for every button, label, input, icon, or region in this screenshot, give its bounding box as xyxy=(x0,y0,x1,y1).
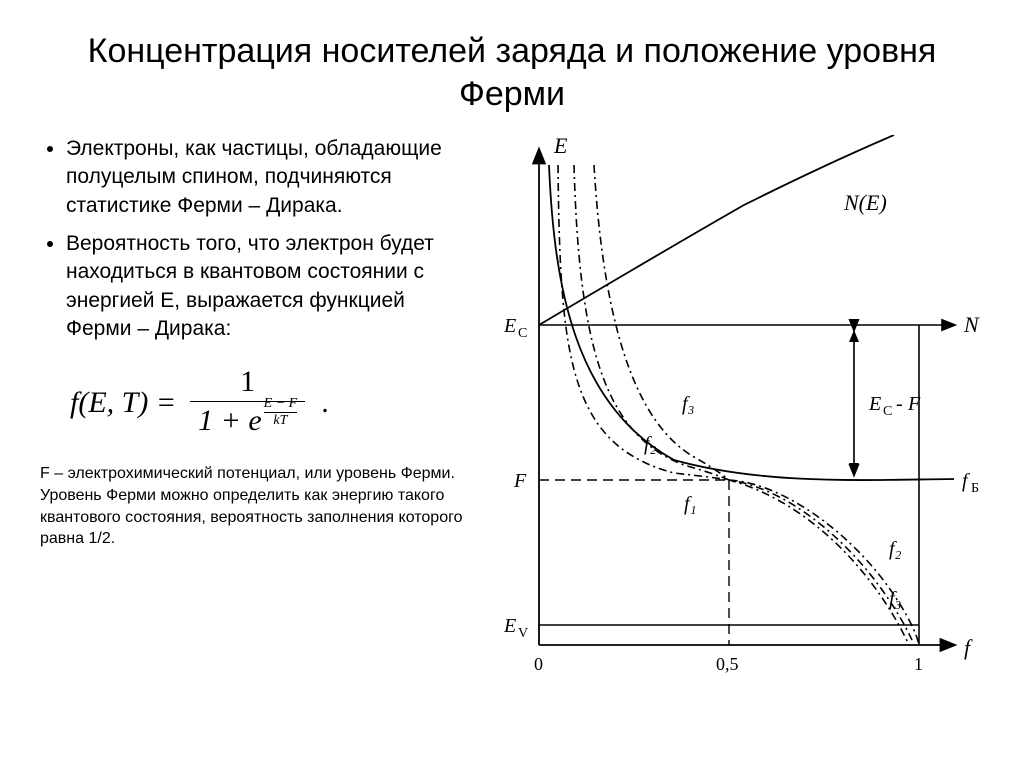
formula-numerator: 1 xyxy=(232,363,263,401)
slide-title: Концентрация носителей заряда и положени… xyxy=(40,30,984,115)
right-column: E f N E C F E V 0 0,5 1 xyxy=(484,135,984,695)
fb-sub: Б xyxy=(971,481,979,496)
ec-sub: C xyxy=(518,326,527,341)
fb-curve xyxy=(549,165,954,480)
formula-lhs: f(E, T) = xyxy=(70,386,176,420)
f-label: F xyxy=(513,470,527,492)
formula-fraction: 1 1 + e E − F kT xyxy=(190,363,305,443)
ec-label: E xyxy=(503,315,516,337)
ecf-f: F xyxy=(907,393,921,415)
ev-label: E xyxy=(503,615,516,637)
bullet-list: Электроны, как частицы, обладающие полуц… xyxy=(40,135,474,343)
columns: Электроны, как частицы, обладающие полуц… xyxy=(40,135,984,695)
x-axis-label: f xyxy=(964,635,973,660)
slide: Концентрация носителей заряда и положени… xyxy=(0,0,1024,767)
f3-curve xyxy=(594,165,909,645)
x-tick-0: 0 xyxy=(534,654,543,674)
f1-label: f₁ xyxy=(684,493,697,515)
ecf-label: E xyxy=(868,393,881,415)
x-tick-05: 0,5 xyxy=(716,654,739,674)
formula-denominator: 1 + e E − F kT xyxy=(190,402,305,443)
ecf-sub: C xyxy=(883,404,892,419)
den-prefix: 1 + e xyxy=(198,404,262,437)
f3-label-upper: f₃ xyxy=(682,393,695,415)
exp-num: E − F xyxy=(264,396,298,412)
f2-label-upper: f₂ xyxy=(644,433,657,455)
ecf-minus: - xyxy=(896,393,903,415)
x-tick-1: 1 xyxy=(914,654,923,674)
f3-label-lower: f₃ xyxy=(889,588,902,610)
formula: f(E, T) = 1 1 + e E − F kT . xyxy=(70,363,474,443)
bullet-item: Электроны, как частицы, обладающие полуц… xyxy=(66,135,474,220)
f2-label-lower: f₂ xyxy=(889,538,902,560)
formula-trail: . xyxy=(321,386,329,420)
caption: F – электрохимический потенциал, или уро… xyxy=(40,463,474,549)
f2-curve xyxy=(574,165,912,640)
ne-curve xyxy=(539,135,894,325)
left-column: Электроны, как частицы, обладающие полуц… xyxy=(40,135,474,695)
exponent-fraction: E − F kT xyxy=(264,396,298,429)
n-axis-label: N xyxy=(963,312,980,337)
ev-sub: V xyxy=(518,626,528,641)
y-axis-label: E xyxy=(553,135,568,158)
fb-label: f xyxy=(962,470,970,492)
exp-den: kT xyxy=(273,413,287,429)
bullet-item: Вероятность того, что электрон будет нах… xyxy=(66,230,474,343)
fermi-chart: E f N E C F E V 0 0,5 1 xyxy=(484,135,984,695)
ne-label: N(E) xyxy=(843,190,887,215)
